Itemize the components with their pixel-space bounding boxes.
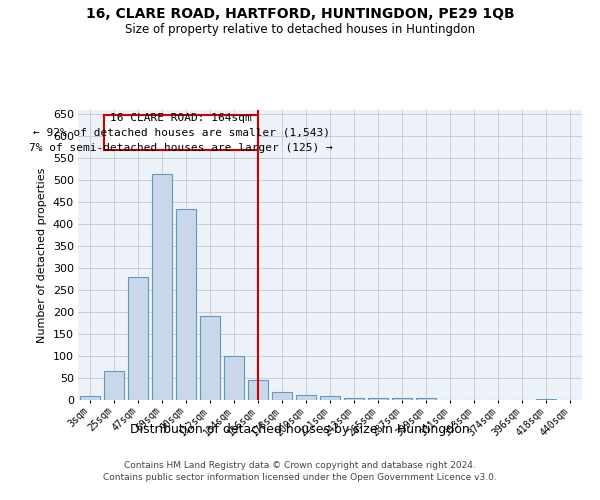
Bar xyxy=(344,398,364,400)
Bar xyxy=(416,398,436,400)
Bar xyxy=(200,316,220,400)
Bar xyxy=(536,398,556,400)
Bar xyxy=(128,277,148,400)
Bar xyxy=(176,209,196,400)
Text: Distribution of detached houses by size in Huntingdon: Distribution of detached houses by size … xyxy=(130,422,470,436)
Bar xyxy=(224,356,244,400)
Text: Contains HM Land Registry data © Crown copyright and database right 2024.
Contai: Contains HM Land Registry data © Crown c… xyxy=(103,461,497,482)
Bar xyxy=(80,396,100,400)
Bar xyxy=(296,395,316,400)
Bar xyxy=(368,398,388,400)
Text: Size of property relative to detached houses in Huntingdon: Size of property relative to detached ho… xyxy=(125,22,475,36)
FancyBboxPatch shape xyxy=(104,116,258,150)
Bar xyxy=(320,396,340,400)
Bar xyxy=(392,398,412,400)
Text: 16, CLARE ROAD, HARTFORD, HUNTINGDON, PE29 1QB: 16, CLARE ROAD, HARTFORD, HUNTINGDON, PE… xyxy=(86,8,514,22)
Text: 16 CLARE ROAD: 164sqm
← 92% of detached houses are smaller (1,543)
7% of semi-de: 16 CLARE ROAD: 164sqm ← 92% of detached … xyxy=(29,113,333,152)
Bar xyxy=(104,372,124,400)
Bar xyxy=(248,380,268,400)
Bar xyxy=(272,392,292,400)
Bar xyxy=(152,174,172,400)
Y-axis label: Number of detached properties: Number of detached properties xyxy=(37,168,47,342)
